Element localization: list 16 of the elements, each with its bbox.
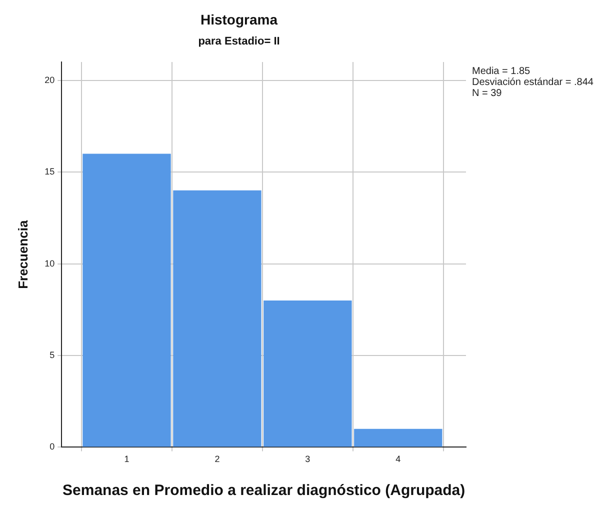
x-tick-label: 4 bbox=[396, 454, 401, 464]
chart-subtitle: para Estadio= II bbox=[198, 35, 280, 48]
text: Desviación estándar = .844 bbox=[472, 76, 594, 88]
x-axis-title: Semanas en Promedio a realizar diagnóstico (Agrupada) bbox=[62, 482, 466, 500]
y-axis-title: Frecuencia bbox=[15, 220, 30, 289]
y-tick-label: 5 bbox=[50, 350, 55, 360]
x-tick-label: 1 bbox=[124, 454, 130, 464]
y-tick-label: 15 bbox=[44, 166, 55, 177]
y-tick-label: 0 bbox=[50, 442, 55, 452]
y-tick-label: 10 bbox=[44, 258, 55, 268]
chart-title: Histograma bbox=[200, 11, 278, 28]
x-tick-label: 2 bbox=[214, 454, 220, 464]
y-tick-label: 20 bbox=[44, 74, 55, 85]
x-tick-label: 3 bbox=[305, 454, 310, 464]
text: Media = 1.85 bbox=[472, 66, 531, 77]
text: N = 39 bbox=[472, 88, 502, 99]
